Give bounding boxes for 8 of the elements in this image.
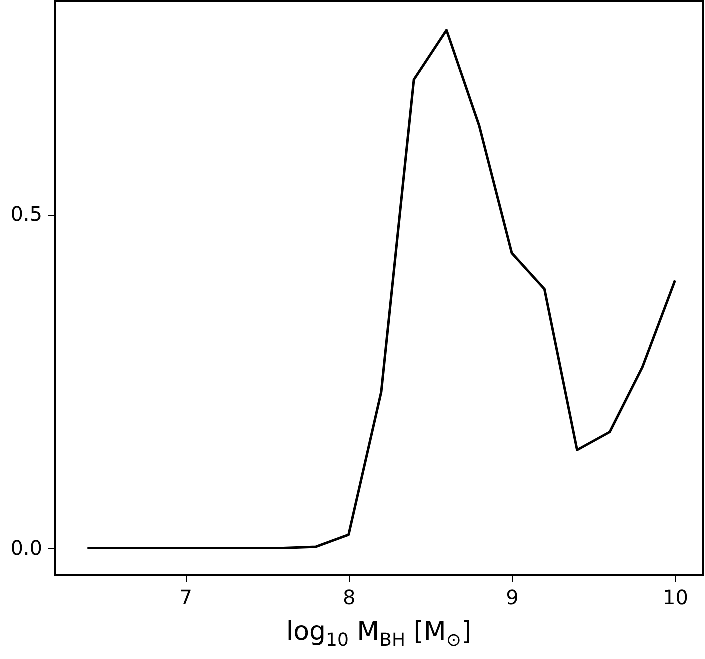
y-tick-label: 0.0 bbox=[10, 536, 42, 560]
x-tick-label: 7 bbox=[180, 586, 192, 610]
x-axis-title: log$_{10}$ M$_{BH}$ [M$_{⊙}$] bbox=[285, 616, 473, 654]
y-tick-label: 0.5 bbox=[10, 202, 42, 226]
line-series bbox=[86, 29, 676, 550]
x-tick-label: 9 bbox=[506, 586, 519, 610]
x-tick-label: 10 bbox=[663, 586, 688, 610]
x-tick-label: 8 bbox=[342, 586, 356, 610]
